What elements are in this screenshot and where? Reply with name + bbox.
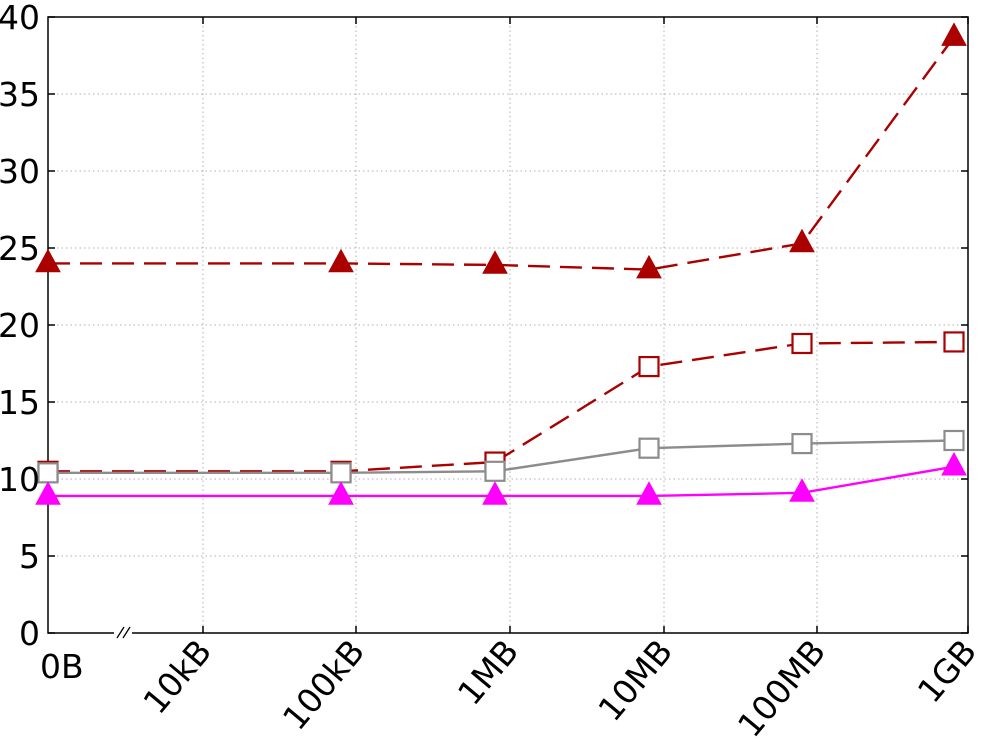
series-1 [35,22,967,279]
data-point-triangle [636,254,662,279]
data-point-square [37,462,59,484]
x-tick-label: 0B [40,647,84,686]
grid [48,17,968,633]
y-tick-label: 25 [0,229,40,268]
data-point-square [943,331,965,353]
data-point-triangle [789,478,815,502]
series-2 [37,331,965,482]
y-tick-label: 40 [0,0,40,37]
data-point-triangle [636,481,662,505]
data-point-square [791,332,813,355]
data-point-triangle [941,451,967,476]
data-point-triangle [35,481,61,505]
series-line [48,439,955,475]
data-point-square [484,460,506,482]
data-point-square [330,462,352,484]
axis-break-slash [116,626,125,639]
y-tick-labels: 0 5 10 15 20 25 30 35 40 [0,0,40,653]
data-point-square [943,429,965,452]
x-tick-label: 10MB [590,632,680,728]
x-tick-labels: 0B 10kB 100kB 1MB 10MB 100MB 1GB [40,632,984,744]
x-axis-break [114,626,132,639]
data-point-triangle [941,22,967,46]
y-tick-label: 35 [0,75,40,114]
series-3 [37,429,965,484]
series-line [48,465,955,498]
series-4 [35,451,967,505]
series-group [35,22,967,505]
data-point-triangle [35,248,61,273]
y-tick-label: 20 [0,306,40,345]
data-point-triangle [482,250,508,274]
data-point-square [638,437,660,459]
x-tick-label: 100kB [275,632,372,737]
axis-break-slash [122,626,131,639]
series-line [48,340,955,473]
data-point-square [638,355,660,378]
y-tick-label: 5 [19,537,40,576]
x-tick-label: 10kB [135,632,219,721]
data-point-triangle [328,248,354,273]
data-point-triangle [482,481,508,505]
y-tick-label: 30 [0,152,40,191]
y-tick-label: 0 [19,614,40,653]
data-point-triangle [328,481,354,505]
x-tick-label: 1GB [910,632,984,710]
x-tick-label: 1MB [450,632,526,712]
series-line [48,36,955,271]
data-point-square [791,432,813,455]
y-tick-label: 15 [0,383,40,422]
y-tick-label: 10 [0,460,40,499]
x-tick-label: 100MB [730,632,833,744]
data-point-triangle [789,228,815,253]
